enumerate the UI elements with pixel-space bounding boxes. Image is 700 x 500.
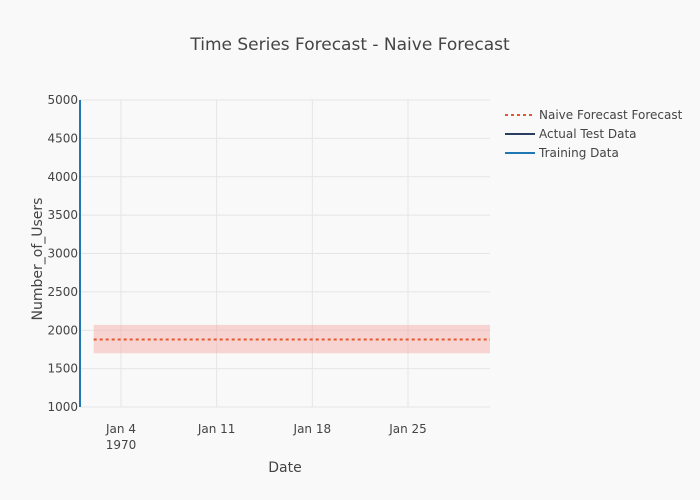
legend-item[interactable]: Actual Test Data	[505, 127, 637, 141]
y-tick-label: 3500	[47, 208, 78, 222]
x-tick-label: Jan 4	[105, 422, 136, 436]
x-tick-label: Jan 18	[293, 422, 332, 436]
x-tick-label: Jan 25	[388, 422, 427, 436]
legend-item[interactable]: Training Data	[505, 146, 619, 160]
y-tick-label: 2500	[47, 285, 78, 299]
chart-title: Time Series Forecast - Naive Forecast	[189, 35, 510, 55]
legend-label: Training Data	[538, 146, 619, 160]
grid	[80, 99, 490, 408]
y-tick-label: 2000	[47, 323, 78, 337]
y-tick-label: 1000	[47, 400, 78, 414]
series-layer	[79, 100, 490, 407]
y-tick-label: 3000	[47, 247, 78, 261]
axes: 1000 1500 2000 2500 3000 3500 4000 4500 5000 Jan …	[47, 93, 426, 452]
x-axis-title: Date	[268, 460, 301, 476]
legend-label: Actual Test Data	[539, 127, 637, 141]
y-tick-label: 1500	[47, 362, 78, 376]
x-tick-sublabel: 1970	[106, 438, 137, 452]
y-tick-label: 4500	[47, 131, 78, 145]
y-axis-title: Number_of_Users	[30, 198, 46, 321]
x-tick-label: Jan 11	[197, 422, 236, 436]
y-tick-label: 4000	[47, 170, 78, 184]
legend[interactable]: Naive Forecast Forecast Actual Test Data T…	[505, 108, 683, 160]
y-tick-label: 5000	[47, 93, 78, 107]
legend-label: Naive Forecast Forecast	[539, 108, 683, 122]
legend-item[interactable]: Naive Forecast Forecast	[505, 108, 683, 122]
